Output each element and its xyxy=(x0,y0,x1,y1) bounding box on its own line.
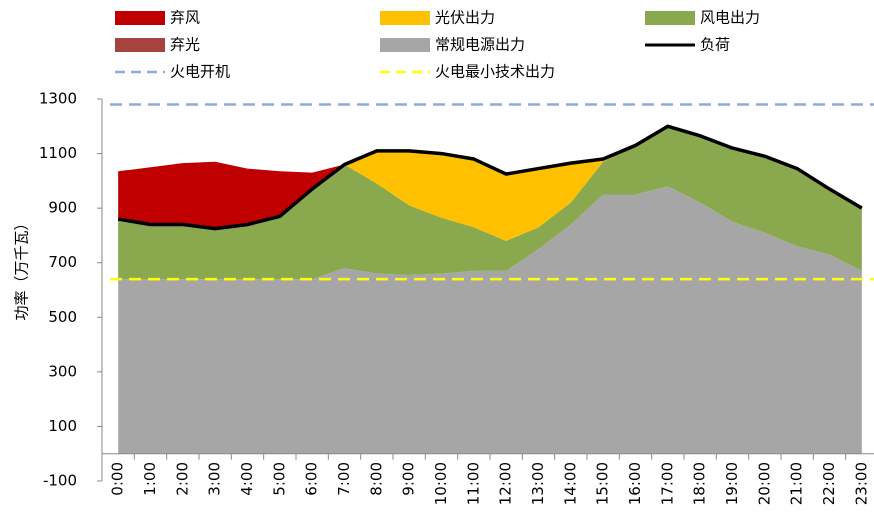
legend-label: 负荷 xyxy=(700,36,730,54)
legend-swatch xyxy=(115,11,165,25)
x-tick-label: 14:00 xyxy=(561,462,579,505)
x-tick-label: 23:00 xyxy=(852,462,870,505)
y-tick-label: 700 xyxy=(48,253,77,271)
y-tick-label: 500 xyxy=(48,308,77,326)
y-tick-label: 300 xyxy=(48,362,77,380)
x-tick-label: 10:00 xyxy=(432,462,450,505)
x-tick-label: 9:00 xyxy=(400,462,418,496)
y-tick-label: 1300 xyxy=(39,90,77,108)
x-tick-label: 3:00 xyxy=(206,462,224,496)
y-tick-label: 900 xyxy=(48,199,77,217)
y-tick-label: 1100 xyxy=(39,144,77,162)
x-tick-label: 16:00 xyxy=(626,462,644,505)
x-tick-label: 15:00 xyxy=(594,462,612,505)
legend-label: 风电出力 xyxy=(700,9,760,27)
legend-swatch xyxy=(645,11,695,25)
legend-label: 常规电源出力 xyxy=(435,36,525,54)
x-tick-label: 8:00 xyxy=(367,462,385,496)
x-tick-label: 19:00 xyxy=(723,462,741,505)
x-tick-label: 18:00 xyxy=(691,462,709,505)
y-tick-label: -100 xyxy=(43,472,77,490)
x-tick-label: 20:00 xyxy=(755,462,773,505)
area xyxy=(118,126,862,229)
legend-label: 火电最小技术出力 xyxy=(435,63,555,81)
x-tick-label: 13:00 xyxy=(529,462,547,505)
x-tick-label: 5:00 xyxy=(270,462,288,496)
x-tick-label: 11:00 xyxy=(464,462,482,505)
x-tick-label: 17:00 xyxy=(658,462,676,505)
x-tick-label: 1:00 xyxy=(141,462,159,496)
area xyxy=(118,126,862,280)
area xyxy=(118,126,862,241)
legend-label: 弃风 xyxy=(170,9,200,27)
y-tick-label: 100 xyxy=(48,417,77,435)
area xyxy=(118,186,862,454)
legend-swatch xyxy=(115,38,165,52)
load-line xyxy=(117,124,863,231)
x-tick-label: 12:00 xyxy=(497,462,515,505)
x-tick-label: 0:00 xyxy=(109,462,127,496)
legend-label: 弃光 xyxy=(170,36,200,54)
x-tick-label: 21:00 xyxy=(788,462,806,505)
legend-label: 火电开机 xyxy=(170,63,230,81)
x-tick-label: 6:00 xyxy=(303,462,321,496)
x-tick-label: 2:00 xyxy=(173,462,191,496)
x-tick-label: 7:00 xyxy=(335,462,353,496)
legend-swatch xyxy=(380,11,430,25)
y-axis-label: 功率（万千瓦） xyxy=(13,215,31,320)
legend-label: 光伏出力 xyxy=(435,9,495,27)
legend-swatch xyxy=(380,38,430,52)
x-tick-label: 4:00 xyxy=(238,462,256,496)
x-tick-label: 22:00 xyxy=(820,462,838,505)
